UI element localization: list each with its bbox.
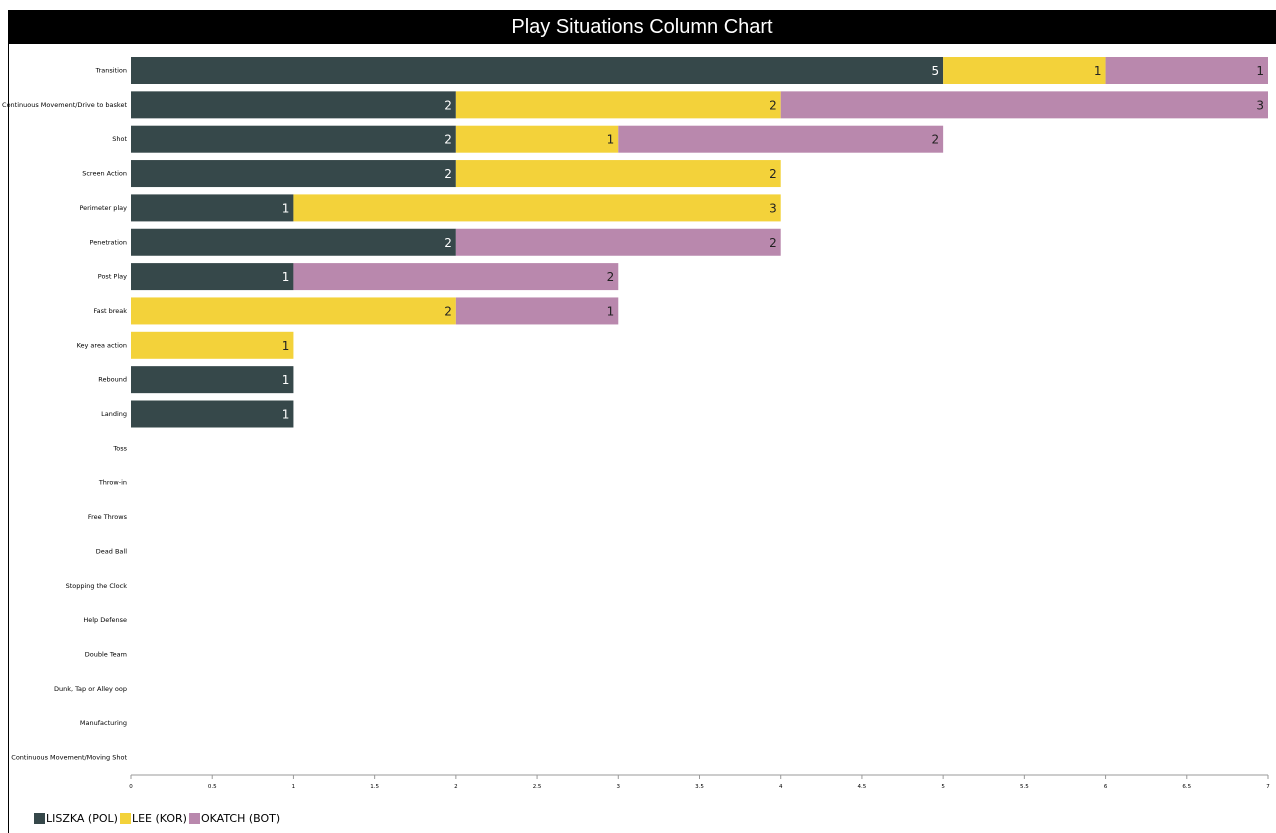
category-label: Penetration xyxy=(90,238,127,246)
legend: LISZKA (POL) LEE (KOR) OKATCH (BOT) xyxy=(34,811,282,825)
bar-segment xyxy=(618,125,944,153)
data-label: 2 xyxy=(769,98,777,112)
x-tick-label: 4.5 xyxy=(858,784,867,790)
legend-item-lee[interactable]: LEE (KOR) xyxy=(119,811,187,825)
bar-segment xyxy=(943,57,1106,84)
legend-item-okatch[interactable]: OKATCH (BOT) xyxy=(188,811,281,825)
category-label: Dead Ball xyxy=(96,547,127,555)
bar-segment xyxy=(131,366,294,394)
bar-segment xyxy=(293,194,781,222)
x-tick-label: 7 xyxy=(1266,784,1270,790)
category-label: Help Defense xyxy=(83,616,127,624)
data-label: 2 xyxy=(769,236,777,250)
category-label: Continuous Movement/Moving Shot xyxy=(11,754,127,762)
bar-segment xyxy=(1105,57,1268,84)
data-label: 2 xyxy=(607,270,615,284)
bar-segment xyxy=(131,263,294,291)
data-label: 1 xyxy=(282,373,290,387)
x-tick-label: 6.5 xyxy=(1182,784,1191,790)
bar-segment xyxy=(131,331,294,359)
bar-segment xyxy=(293,263,619,291)
data-label: 3 xyxy=(1256,98,1264,112)
bar-segment xyxy=(131,228,456,256)
bar-segment xyxy=(455,91,781,119)
data-label: 1 xyxy=(1256,64,1264,78)
category-label: Landing xyxy=(101,410,127,418)
x-tick-label: 4 xyxy=(779,784,783,790)
legend-label-liszka: LISZKA (POL) xyxy=(46,811,118,825)
legend-label-lee: LEE (KOR) xyxy=(131,811,187,825)
bar-segment xyxy=(455,297,619,325)
bar-segment xyxy=(131,91,456,119)
data-label: 2 xyxy=(444,167,452,181)
left-border xyxy=(8,44,9,833)
data-label: 2 xyxy=(444,236,452,250)
bar-segment xyxy=(455,125,619,153)
bar-segment xyxy=(131,57,944,84)
bar-segment xyxy=(780,91,1268,119)
bar-segment xyxy=(455,160,781,188)
legend-item-liszka[interactable]: LISZKA (POL) xyxy=(34,812,118,825)
category-label: Rebound xyxy=(98,376,127,384)
x-tick-label: 0 xyxy=(129,784,133,790)
legend-swatch-okatch xyxy=(188,812,200,824)
bar-segment xyxy=(131,125,456,153)
category-label: Transition xyxy=(95,67,127,75)
bar-segment xyxy=(131,400,294,428)
category-label: Perimeter play xyxy=(79,204,127,212)
x-tick-label: 2.5 xyxy=(533,784,542,790)
x-tick-label: 3.5 xyxy=(695,784,704,790)
legend-swatch-lee xyxy=(119,812,131,824)
category-label: Throw-in xyxy=(98,479,127,487)
bar-segment xyxy=(131,160,456,188)
data-label: 1 xyxy=(607,304,615,318)
x-tick-label: 6 xyxy=(1104,784,1108,790)
category-label: Manufacturing xyxy=(80,719,127,727)
category-label: Continuous Movement/Drive to basket xyxy=(2,101,127,109)
category-label: Fast break xyxy=(93,307,127,315)
category-label: Screen Action xyxy=(82,170,127,178)
data-label: 1 xyxy=(282,408,290,422)
bar-segment xyxy=(131,297,456,325)
category-label: Toss xyxy=(112,444,127,452)
data-label: 2 xyxy=(444,98,452,112)
bar-segment xyxy=(131,194,294,222)
data-label: 1 xyxy=(607,133,615,147)
data-label: 2 xyxy=(769,167,777,181)
data-label: 1 xyxy=(282,201,290,215)
legend-label-okatch: OKATCH (BOT) xyxy=(200,811,281,825)
chart-title: Play Situations Column Chart xyxy=(8,10,1276,44)
bar-segment xyxy=(455,228,781,256)
data-label: 1 xyxy=(282,339,290,353)
x-tick-label: 0.5 xyxy=(208,784,217,790)
data-label: 1 xyxy=(282,270,290,284)
category-label: Dunk, Tap or Alley oop xyxy=(54,685,127,693)
x-tick-label: 2 xyxy=(454,784,458,790)
data-label: 2 xyxy=(444,133,452,147)
x-tick-label: 3 xyxy=(617,784,621,790)
category-label: Key area action xyxy=(77,341,127,349)
category-label: Stopping the Clock xyxy=(66,582,128,590)
x-tick-label: 1.5 xyxy=(370,784,379,790)
data-label: 2 xyxy=(932,133,940,147)
x-tick-label: 1 xyxy=(292,784,296,790)
x-tick-label: 5 xyxy=(941,784,945,790)
x-tick-label: 5.5 xyxy=(1020,784,1029,790)
data-label: 3 xyxy=(769,201,777,215)
data-label: 1 xyxy=(1094,64,1102,78)
legend-swatch-liszka xyxy=(34,812,45,824)
category-label: Double Team xyxy=(85,650,127,658)
category-label: Free Throws xyxy=(88,513,128,521)
data-label: 5 xyxy=(932,64,940,78)
category-label: Shot xyxy=(112,135,127,143)
category-label: Post Play xyxy=(98,273,127,281)
data-label: 2 xyxy=(444,304,452,318)
